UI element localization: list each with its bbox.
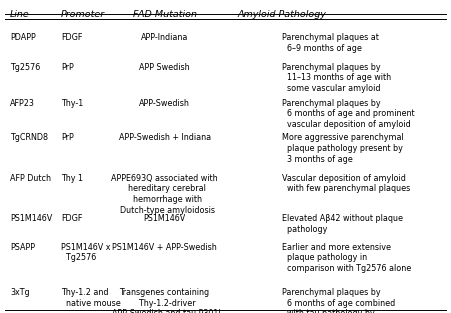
Text: AFP23: AFP23 xyxy=(10,99,35,108)
Text: PS1M146V: PS1M146V xyxy=(143,214,186,223)
Text: APPE693Q associated with
  hereditary cerebral
  hemorrhage with
  Dutch-type am: APPE693Q associated with hereditary cere… xyxy=(111,174,218,215)
Text: Transgenes containing
  Thy-1.2-driver
  APP-Swedish and tau P301L
  were coinje: Transgenes containing Thy-1.2-driver APP… xyxy=(107,288,222,313)
Text: PS1M146V: PS1M146V xyxy=(10,214,52,223)
Text: Tg2576: Tg2576 xyxy=(10,63,40,72)
Text: Parenchymal plaques by
  11–13 months of age with
  some vascular amyloid: Parenchymal plaques by 11–13 months of a… xyxy=(282,63,391,93)
Text: Elevated Aβ42 without plaque
  pathology: Elevated Aβ42 without plaque pathology xyxy=(282,214,403,234)
Text: FAD Mutation: FAD Mutation xyxy=(133,10,197,19)
Text: APP-Indiana: APP-Indiana xyxy=(141,33,189,42)
Text: AFP Dutch: AFP Dutch xyxy=(10,174,51,183)
Text: APP Swedish: APP Swedish xyxy=(139,63,190,72)
Text: Parenchymal plaques by
  6 months of age combined
  with tau pathology by
  12 m: Parenchymal plaques by 6 months of age c… xyxy=(282,288,395,313)
Text: PrP: PrP xyxy=(61,63,74,72)
Text: TgCRND8: TgCRND8 xyxy=(10,133,48,142)
Text: Thy 1: Thy 1 xyxy=(61,174,83,183)
Text: Thy-1.2 and
  native mouse: Thy-1.2 and native mouse xyxy=(61,288,120,308)
Text: Line: Line xyxy=(10,10,30,19)
Text: PrP: PrP xyxy=(61,133,74,142)
Text: More aggressive parenchymal
  plaque pathology present by
  3 months of age: More aggressive parenchymal plaque patho… xyxy=(282,133,404,163)
Text: 3xTg: 3xTg xyxy=(10,288,30,297)
Text: Vascular deposition of amyloid
  with few parenchymal plaques: Vascular deposition of amyloid with few … xyxy=(282,174,410,193)
Text: Earlier and more extensive
  plaque pathology in
  comparison with Tg2576 alone: Earlier and more extensive plaque pathol… xyxy=(282,243,411,273)
Text: Amyloid Pathology: Amyloid Pathology xyxy=(237,10,327,19)
Text: Promoter: Promoter xyxy=(61,10,105,19)
Text: PSAPP: PSAPP xyxy=(10,243,35,252)
Text: Parenchymal plaques at
  6–9 months of age: Parenchymal plaques at 6–9 months of age xyxy=(282,33,379,53)
Text: FDGF: FDGF xyxy=(61,214,82,223)
Text: FDGF: FDGF xyxy=(61,33,82,42)
Text: Thy-1: Thy-1 xyxy=(61,99,83,108)
Text: PS1M146V + APP-Swedish: PS1M146V + APP-Swedish xyxy=(112,243,217,252)
Text: PS1M146V x
  Tg2576: PS1M146V x Tg2576 xyxy=(61,243,110,262)
Text: APP-Swedish: APP-Swedish xyxy=(139,99,190,108)
Text: APP-Swedish + Indiana: APP-Swedish + Indiana xyxy=(119,133,211,142)
Text: Parenchymal plaques by
  6 months of age and prominent
  vascular deposition of : Parenchymal plaques by 6 months of age a… xyxy=(282,99,414,129)
Text: PDAPP: PDAPP xyxy=(10,33,36,42)
